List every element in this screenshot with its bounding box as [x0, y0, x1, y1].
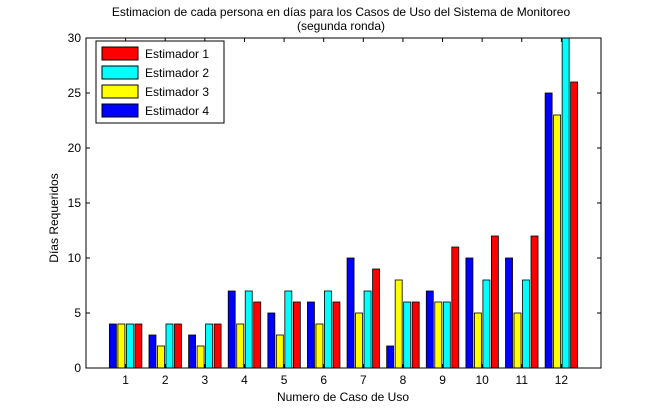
x-tick-label: 6: [320, 373, 327, 387]
bar-estimador-3-case-5: [275, 334, 284, 369]
bar-estimador-2-case-11: [522, 279, 530, 369]
bar-estimador-2-case-10: [482, 279, 491, 369]
y-tick-label: 10: [68, 251, 82, 265]
bar-estimador-2-case-9: [442, 301, 451, 369]
legend-swatch-estimador-4: [101, 103, 139, 118]
bar-estimador-4-case-9: [425, 290, 434, 369]
legend-label-estimador-4: Estimador 4: [145, 104, 209, 118]
bar-estimador-4-case-4: [227, 290, 236, 369]
y-tick-label: 20: [68, 141, 82, 155]
x-axis-label: Numero de Caso de Uso: [277, 390, 409, 404]
legend-label-estimador-2: Estimador 2: [145, 66, 209, 80]
y-tick-label: 30: [68, 31, 82, 45]
x-tick-label: 9: [439, 373, 446, 387]
y-tick-label: 5: [74, 306, 81, 320]
bar-estimador-4-case-3: [188, 334, 197, 369]
x-tick-label: 5: [281, 373, 288, 387]
bar-estimador-1-case-2: [174, 323, 182, 369]
x-tick-label: 3: [202, 373, 209, 387]
bar-estimador-2-case-5: [284, 290, 293, 369]
legend-swatch-estimador-3: [101, 84, 139, 99]
bar-estimador-4-case-10: [465, 257, 474, 369]
y-tick-label: 15: [68, 196, 82, 210]
bar-estimador-4-case-11: [505, 257, 513, 369]
y-tick-label: 0: [74, 361, 81, 375]
bar-estimador-1-case-5: [292, 301, 301, 369]
bar-estimador-2-case-6: [324, 290, 332, 369]
bar-estimador-3-case-10: [473, 312, 482, 369]
x-tick-label: 1: [122, 373, 129, 387]
bar-estimador-1-case-4: [253, 301, 262, 369]
bar-estimador-1-case-12: [570, 81, 579, 369]
bar-estimador-2-case-3: [205, 323, 214, 369]
bar-estimador-1-case-9: [451, 246, 460, 369]
legend: Estimador 1 Estimador 2 Estimador 3 Estimad…: [95, 40, 225, 124]
bar-estimador-4-case-2: [148, 334, 157, 369]
bar-estimador-1-case-1: [134, 323, 143, 369]
bar-estimador-4-case-8: [386, 345, 395, 369]
bar-estimador-4-case-6: [307, 301, 315, 369]
legend-swatch-estimador-1: [101, 46, 139, 61]
chart-title: Estimacion de cada persona en días para …: [112, 5, 571, 19]
bar-estimador-3-case-11: [513, 312, 522, 369]
bar-estimador-4-case-1: [108, 323, 117, 369]
bar-estimador-4-case-7: [346, 257, 355, 369]
x-tick-label: 12: [555, 373, 569, 387]
bar-estimador-1-case-6: [332, 301, 341, 369]
bar-estimador-3-case-2: [157, 345, 165, 369]
bar-estimador-3-case-6: [315, 323, 324, 369]
x-tick-label: 2: [162, 373, 169, 387]
bar-estimador-3-case-9: [434, 301, 443, 369]
bar-estimador-2-case-7: [363, 290, 372, 369]
bar-estimador-2-case-12: [561, 37, 570, 369]
bar-estimador-3-case-7: [355, 312, 363, 369]
y-tick-label: 25: [68, 86, 82, 100]
x-tick-label: 11: [516, 373, 529, 387]
y-axis-label: Días Requeridos: [47, 173, 61, 262]
bars-group: [108, 37, 579, 369]
bar-estimador-2-case-1: [125, 323, 134, 369]
legend-label-estimador-1: Estimador 1: [145, 47, 209, 61]
bar-estimador-4-case-12: [544, 92, 553, 369]
bar-estimador-1-case-3: [213, 323, 222, 369]
bar-estimador-3-case-1: [117, 323, 126, 369]
bar-estimador-1-case-10: [490, 235, 499, 369]
chart-subtitle: (segunda ronda): [297, 19, 385, 33]
x-tick-label: 7: [360, 373, 367, 387]
x-tick-label: 4: [241, 373, 248, 387]
bar-estimador-1-case-8: [411, 301, 420, 369]
x-tick-label: 8: [400, 373, 407, 387]
legend-label-estimador-3: Estimador 3: [145, 85, 209, 99]
bar-estimador-2-case-2: [165, 323, 174, 369]
bar-estimador-3-case-3: [196, 345, 205, 369]
legend-swatch-estimador-2: [101, 65, 139, 80]
bar-estimador-1-case-11: [530, 235, 539, 369]
bar-estimador-4-case-5: [267, 312, 276, 369]
bar-estimador-2-case-8: [403, 301, 412, 369]
bar-estimador-2-case-4: [244, 290, 253, 369]
x-tick-label: 10: [475, 373, 489, 387]
bar-estimador-3-case-12: [553, 114, 562, 369]
bar-estimador-3-case-8: [394, 279, 403, 369]
bar-estimador-1-case-7: [372, 268, 380, 369]
bar-estimador-3-case-4: [236, 323, 245, 369]
